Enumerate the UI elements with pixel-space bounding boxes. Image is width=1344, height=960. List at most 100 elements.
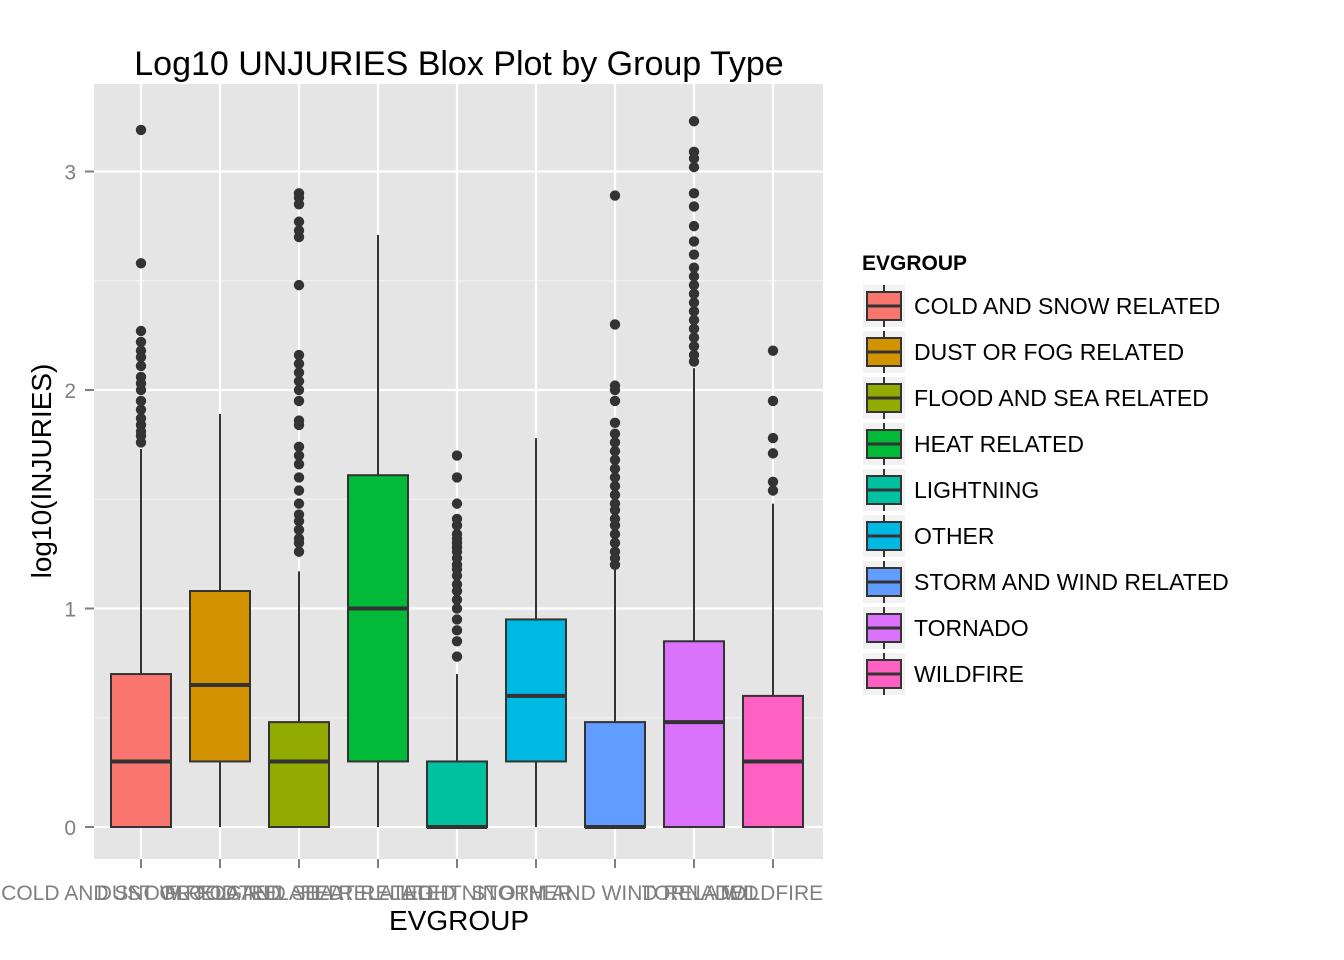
box-iqr: [110, 673, 172, 828]
outlier-point: [135, 345, 147, 356]
outlier-point: [688, 236, 700, 247]
box-0: [110, 124, 172, 828]
legend-item: LIGHTNING: [861, 467, 1039, 513]
legend-label: STORM AND WIND RELATED: [914, 569, 1229, 595]
box-iqr: [268, 721, 330, 828]
outlier-point: [451, 450, 463, 461]
outlier-point: [609, 529, 621, 540]
legend-label: HEAT RELATED: [914, 431, 1084, 457]
outlier-point: [609, 319, 621, 330]
y-axis-title: log10(INJURIES): [26, 364, 57, 579]
outlier-point: [293, 279, 305, 291]
outlier-point: [135, 404, 147, 415]
outlier-point: [293, 188, 305, 199]
x-tick-label: HEAT RELATED: [300, 882, 455, 905]
outlier-point: [609, 190, 621, 201]
outlier-point: [609, 428, 621, 439]
outlier-point: [451, 636, 463, 647]
outlier-point: [293, 349, 305, 361]
legend-label: FLOOD AND SEA RELATED: [914, 385, 1209, 411]
box-3: [347, 234, 409, 827]
x-tick-label: WILDFIRE: [723, 882, 823, 905]
outlier-point: [767, 476, 779, 487]
legend-label: OTHER: [914, 523, 995, 549]
outlier-point: [135, 360, 147, 372]
outlier-point: [293, 498, 305, 509]
legend-item: HEAT RELATED: [861, 421, 1084, 467]
outlier-point: [293, 546, 305, 557]
x-tick-label: OTHER: [499, 882, 573, 905]
outlier-point: [451, 472, 463, 483]
outlier-point: [688, 288, 700, 300]
x-tick-label: STORM AND WIND RELATED: [471, 882, 758, 905]
outlier-point: [293, 441, 305, 453]
outlier-point: [609, 437, 621, 448]
outlier-point: [609, 480, 621, 492]
legend-label: COLD AND SNOW RELATED: [914, 293, 1220, 319]
box-iqr: [584, 721, 646, 828]
outlier-point: [609, 380, 621, 391]
outlier-point: [293, 509, 305, 520]
legend-label: DUST OR FOG RELATED: [914, 339, 1184, 365]
outlier-point: [609, 546, 621, 557]
outlier-point: [135, 413, 147, 424]
outlier-point: [609, 445, 621, 457]
outlier-point: [688, 297, 700, 308]
legend-label: TORNADO: [914, 615, 1029, 641]
legend-title: EVGROUP: [862, 252, 967, 275]
outlier-point: [451, 579, 463, 590]
outlier-point: [688, 349, 700, 361]
outlier-point: [688, 146, 700, 158]
outlier-point: [451, 513, 463, 525]
y-tick-label: 3: [64, 162, 76, 185]
outlier-point: [688, 271, 700, 282]
outlier-point: [688, 279, 700, 291]
legend-item: FLOOD AND SEA RELATED: [861, 375, 1209, 421]
outlier-point: [767, 395, 779, 407]
outlier-point: [609, 472, 621, 483]
outlier-point: [293, 358, 305, 369]
outlier-point: [767, 448, 779, 459]
box-2: [268, 188, 330, 828]
outlier-point: [688, 341, 700, 352]
outlier-point: [767, 432, 779, 444]
outlier-point: [293, 450, 305, 461]
box-8: [742, 345, 804, 829]
x-tick-label: COLD AND SNOW RELATED: [1, 882, 281, 905]
outlier-point: [293, 367, 305, 378]
legend-item: WILDFIRE: [861, 651, 1024, 697]
outlier-point: [135, 258, 147, 269]
legend: EVGROUP COLD AND SNOW RELATED DUST OR FOG…: [861, 252, 1229, 697]
outlier-point: [293, 376, 305, 387]
outlier-point: [293, 384, 305, 396]
legend-items: COLD AND SNOW RELATED DUST OR FOG RELATED…: [861, 283, 1229, 697]
outlier-point: [451, 529, 463, 540]
outlier-point: [293, 485, 305, 496]
box-iqr: [426, 760, 488, 829]
outlier-point: [688, 161, 700, 173]
legend-item: OTHER: [861, 513, 995, 559]
outlier-point: [293, 533, 305, 544]
outlier-point: [451, 594, 463, 605]
y-tick-label: 2: [64, 380, 76, 403]
outlier-point: [293, 395, 305, 407]
outlier-point: [135, 124, 147, 136]
outlier-point: [609, 489, 621, 501]
outlier-point: [688, 249, 700, 260]
outlier-point: [609, 463, 621, 474]
legend-item: TORNADO: [861, 605, 1029, 651]
outlier-point: [688, 188, 700, 199]
box-5: [505, 438, 567, 827]
outlier-point: [135, 336, 147, 348]
outlier-point: [293, 415, 305, 426]
legend-label: LIGHTNING: [914, 477, 1039, 503]
box-1: [189, 414, 251, 827]
y-axis: 0 1 2 3: [64, 162, 94, 840]
box-iqr: [189, 590, 251, 763]
outlier-point: [609, 417, 621, 428]
chart-title: Log10 UNJURIES Blox Plot by Group Type: [134, 45, 783, 83]
outlier-point: [609, 498, 621, 509]
boxes: [110, 116, 804, 829]
outlier-point: [609, 395, 621, 407]
